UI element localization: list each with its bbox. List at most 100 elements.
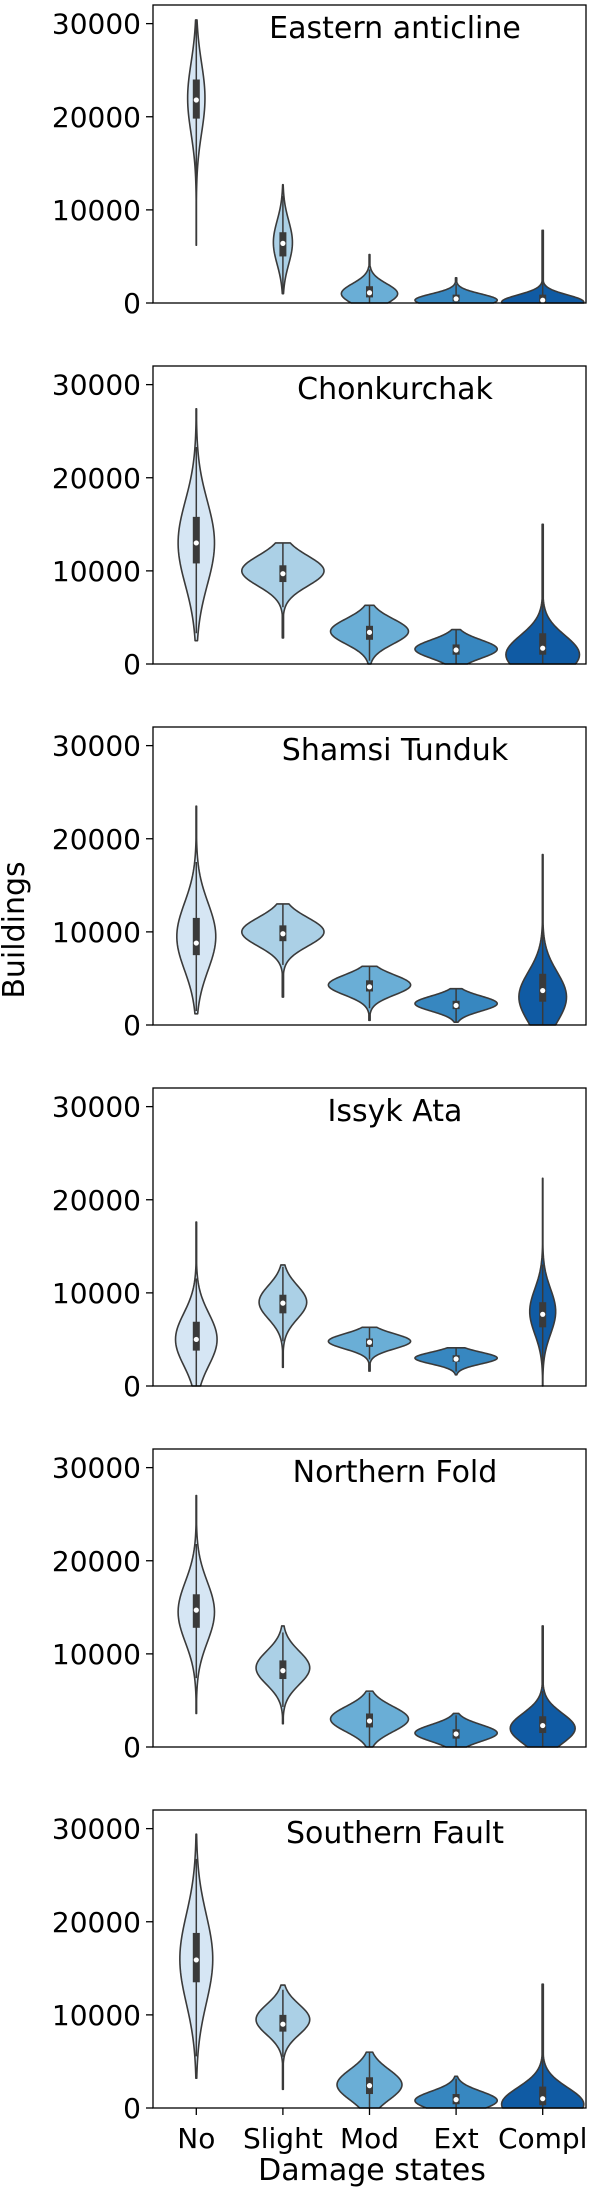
panel-title: Chonkurchak: [297, 372, 493, 407]
panel-title: Southern Fault: [286, 1816, 504, 1851]
violin-slight: [255, 1625, 311, 1725]
violin-compl: [505, 523, 581, 665]
violin-median-point: [193, 540, 199, 546]
violin-median-point: [540, 2096, 546, 2102]
violin-body: [500, 1983, 585, 2109]
violin-iqr-box: [539, 2086, 547, 2106]
violin-slight: [255, 1984, 311, 2091]
violin-mod: [329, 604, 410, 665]
violin-median-point: [453, 1002, 459, 1009]
violin-mod: [340, 253, 399, 304]
panel-3: 0 10000 20000 30000 Shamsi Tunduk: [52, 726, 587, 1042]
violin-slight: [258, 1264, 308, 1369]
violin-compl: [500, 1983, 585, 2109]
violin-median-point: [366, 1718, 373, 1724]
violin-no: [177, 1494, 216, 1715]
violin-compl: [528, 1177, 557, 1387]
y-tick-label: 0: [123, 1009, 141, 1042]
x-axis-ticks: No Slight Mod Ext Compl: [177, 2108, 587, 2155]
violin-median-point: [280, 931, 286, 937]
y-tick-label: 0: [123, 2092, 141, 2125]
violin-body: [505, 523, 581, 665]
chart-panels: 0 10000 20000 30000 Eastern anticline 0 10000 2…: [52, 4, 587, 2125]
violin-ext: [414, 277, 499, 304]
violin-body: [509, 1625, 576, 1748]
violin-median-point: [366, 2083, 373, 2089]
violin-ext: [414, 628, 499, 665]
violin-iqr-box: [192, 1321, 200, 1351]
violin-median-point: [280, 2021, 286, 2027]
y-tick-label: 20000: [52, 1545, 141, 1578]
violin-median-point: [540, 1311, 546, 1317]
violin-median-point: [453, 647, 459, 653]
violin-no: [176, 805, 217, 1015]
y-tick-label: 0: [123, 1370, 141, 1403]
y-tick-label: 10000: [52, 1999, 141, 2032]
violin-median-point: [540, 297, 546, 303]
x-tick-label-compl: Compl: [498, 2122, 588, 2155]
x-tick-label-mod: Mod: [340, 2122, 399, 2155]
panel-title: Eastern anticline: [269, 11, 521, 46]
x-tick-label-slight: Slight: [243, 2122, 323, 2155]
panel-1: 0 10000 20000 30000 Eastern anticline: [52, 4, 587, 320]
y-tick-label: 0: [123, 287, 141, 320]
y-tick-label: 20000: [52, 1906, 141, 1939]
violin-iqr-box: [539, 973, 547, 1002]
violin-median-point: [366, 1339, 373, 1345]
panel-frame: [152, 365, 587, 665]
violin-median-point: [366, 629, 373, 635]
violin-iqr-box: [192, 516, 200, 564]
y-tick-label: 10000: [52, 555, 141, 588]
violin-mod: [327, 1326, 412, 1372]
x-axis-label: Damage states: [258, 2153, 486, 2188]
panel-frame: [152, 726, 587, 1026]
y-tick-label: 20000: [52, 101, 141, 134]
violin-ext: [414, 987, 499, 1024]
panel-frame: [152, 4, 587, 304]
panel-title: Northern Fold: [293, 1455, 498, 1490]
violin-compl: [509, 1625, 576, 1748]
violin-median-point: [453, 1731, 459, 1737]
violin-iqr-box: [192, 917, 200, 956]
violin-iqr-box: [539, 633, 547, 655]
y-tick-label: 20000: [52, 823, 141, 856]
violin-median-point: [453, 2097, 459, 2103]
y-tick-label: 0: [123, 1731, 141, 1764]
panel-title: Shamsi Tunduk: [282, 733, 509, 768]
violin-slight: [240, 542, 325, 639]
violin-median-point: [366, 290, 373, 296]
violin-median-point: [193, 97, 199, 103]
y-tick-label: 10000: [52, 194, 141, 227]
violin-compl: [500, 229, 585, 304]
y-tick-label: 30000: [52, 1091, 141, 1124]
y-tick-label: 30000: [52, 730, 141, 763]
violin-ext: [414, 1712, 499, 1748]
panel-title: Issyk Ata: [328, 1094, 463, 1129]
violin-mod: [336, 2051, 403, 2109]
violin-mod: [327, 965, 412, 1022]
y-tick-label: 20000: [52, 1184, 141, 1217]
y-tick-label: 0: [123, 648, 141, 681]
violin-median-point: [453, 296, 459, 302]
panel-frame: [152, 1448, 587, 1748]
panel-2: 0 10000 20000 30000 Chonkurchak: [52, 365, 587, 681]
violin-body: [500, 229, 585, 304]
violin-mod: [329, 1690, 410, 1748]
violin-median-point: [453, 1356, 459, 1362]
violin-median-point: [540, 1722, 546, 1729]
panel-6: 0 10000 20000 30000 Southern Fault: [52, 1809, 587, 2125]
y-tick-label: 30000: [52, 8, 141, 41]
violin-no: [177, 408, 216, 642]
y-tick-label: 20000: [52, 462, 141, 495]
violin-ext: [414, 1347, 499, 1376]
violin-median-point: [280, 571, 286, 577]
violin-median-point: [280, 1300, 286, 1306]
panel-4: 0 10000 20000 30000 Issyk Ata: [52, 1087, 587, 1403]
y-tick-label: 10000: [52, 1638, 141, 1671]
panel-5: 0 10000 20000 30000 Northern Fold: [52, 1448, 587, 1764]
y-tick-label: 10000: [52, 1277, 141, 1310]
y-axis-label: Buildings: [0, 861, 32, 998]
violin-slight: [272, 183, 294, 295]
violin-median-point: [280, 240, 286, 246]
